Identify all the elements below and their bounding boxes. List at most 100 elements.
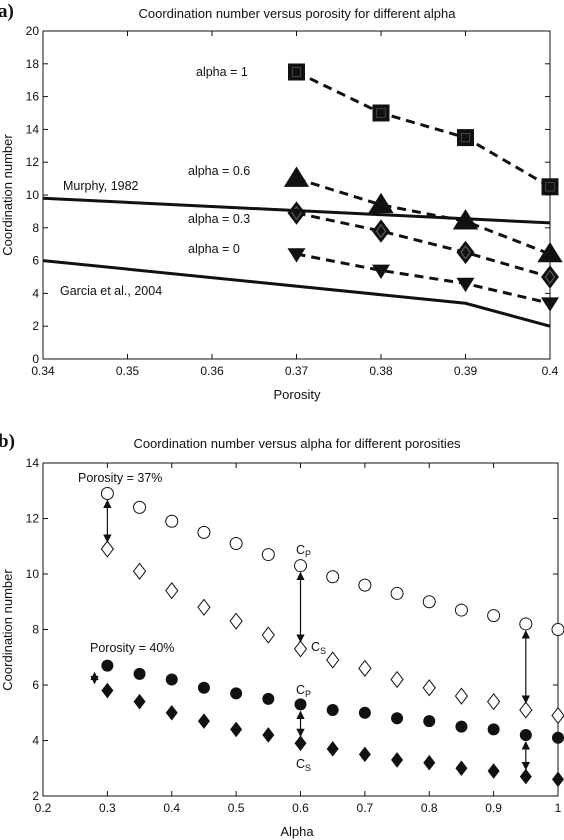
panel-b-label: b) xyxy=(0,431,15,452)
panel-b-ytick-label: 14 xyxy=(26,456,40,470)
point-diamond-filled xyxy=(262,727,275,743)
point-circle-open xyxy=(100,487,114,501)
point-circle-open xyxy=(165,514,179,528)
point-alpha-0 xyxy=(456,277,475,293)
panel-b-ytick-label: 8 xyxy=(32,623,39,637)
panel-a-ytick-label: 10 xyxy=(26,188,40,202)
point-diamond-open xyxy=(261,626,275,644)
point-diamond-open xyxy=(132,562,147,580)
point-circle-open xyxy=(487,609,501,623)
panel-b-xtick-label: 1 xyxy=(555,801,562,815)
point-diamond-open xyxy=(165,582,179,600)
panel-b-xtick-label: 0.2 xyxy=(35,801,52,815)
label-murphy: Murphy, 1982 xyxy=(63,179,139,193)
panel-a-xtick-label: 0.37 xyxy=(285,364,309,378)
panel-a-title: Coordination number versus porosity for … xyxy=(139,6,457,21)
panel-a-xtick-label: 0.4 xyxy=(542,364,559,378)
label-cs-lower: CS xyxy=(296,757,311,773)
point-diamond-filled xyxy=(455,760,468,777)
series-line-murphy-1982 xyxy=(42,196,551,225)
panel-b-ytick-label: 12 xyxy=(26,512,40,526)
panel-a-ytick-label: 0 xyxy=(32,352,39,366)
point-circle-open xyxy=(261,548,275,562)
point-diamond-open xyxy=(229,612,243,630)
panel-a-plot: 0.34 0.35 0.36 0.37 0.38 0.39 0.4 0 2 4 6 8 10 12 14 16… xyxy=(26,24,563,378)
point-alpha-0 xyxy=(372,264,390,279)
point-alpha-1-inner xyxy=(545,182,555,192)
panel-a-ylabel: Coordination number xyxy=(0,134,15,256)
point-diamond-filled xyxy=(487,763,500,779)
point-circle-open xyxy=(294,559,307,573)
panel-a-ytick-label: 20 xyxy=(26,24,40,38)
label-cp-upper: CP xyxy=(296,543,311,559)
point-alpha-0 xyxy=(541,297,559,312)
point-diamond-filled xyxy=(358,746,371,763)
point-alpha-0-3-inner xyxy=(544,269,556,285)
label-porosity-40: Porosity = 40% xyxy=(90,641,174,655)
point-circle-filled xyxy=(262,692,275,705)
point-alpha-0-3 xyxy=(456,240,475,265)
point-circle-filled xyxy=(552,731,564,744)
panel-a-label: a) xyxy=(0,1,14,22)
point-alpha-1-inner xyxy=(291,67,302,77)
panel-b-ylabel: Coordination number xyxy=(0,569,15,691)
point-alpha-0-6 xyxy=(537,241,563,263)
point-circle-filled xyxy=(455,720,468,733)
point-alpha-1-inner xyxy=(460,133,471,143)
point-alpha-1 xyxy=(372,104,390,122)
point-alpha-0-6 xyxy=(283,166,310,187)
panel-b-xtick-label: 0.4 xyxy=(163,801,180,815)
point-circle-open xyxy=(326,570,340,584)
point-circle-open xyxy=(133,500,147,514)
series-line-alpha-0 xyxy=(296,252,551,305)
panel-a-ytick-label: 16 xyxy=(26,90,40,104)
point-circle-filled xyxy=(133,667,146,680)
point-circle-filled xyxy=(391,712,404,725)
point-diamond-filled xyxy=(519,768,532,785)
point-diamond-open xyxy=(326,651,340,669)
panel-a-ytick-label: 18 xyxy=(26,57,40,71)
point-circle-open xyxy=(551,623,564,636)
series-line-alpha-0-3 xyxy=(296,211,551,279)
panel-b-ytick-label: 2 xyxy=(32,789,39,803)
panel-b-xtick-label: 0.8 xyxy=(421,801,438,815)
point-alpha-0-3-inner xyxy=(460,245,471,260)
point-circle-filled xyxy=(230,687,243,700)
label-cp-lower: CP xyxy=(296,683,311,699)
point-circle-filled xyxy=(165,673,178,686)
panel-a-ytick-label: 12 xyxy=(26,155,40,169)
panel-b-xtick-label: 0.7 xyxy=(357,801,374,815)
point-diamond-filled xyxy=(552,771,564,788)
point-circle-open xyxy=(519,617,533,631)
point-diamond-open xyxy=(100,540,115,558)
panel-b-xtick-label: 0.3 xyxy=(99,801,116,815)
panel-b-ytick-label: 10 xyxy=(26,567,40,581)
point-diamond-open xyxy=(358,659,372,677)
series-line-alpha-1 xyxy=(295,70,551,189)
label-alpha-1: alpha = 1 xyxy=(196,65,248,79)
panel-a-xtick-label: 0.35 xyxy=(116,364,140,378)
panel-a-xtick-label: 0.39 xyxy=(454,364,478,378)
point-alpha-0-6 xyxy=(368,192,394,214)
panel-a-ytick-label: 14 xyxy=(26,122,40,136)
point-circle-open xyxy=(229,536,243,550)
point-diamond-filled xyxy=(230,721,243,738)
point-circle-filled xyxy=(519,728,532,741)
point-diamond-open xyxy=(551,706,564,725)
label-porosity-37: Porosity = 37% xyxy=(78,471,162,485)
point-diamond-filled xyxy=(326,741,339,757)
point-circle-filled xyxy=(487,723,500,736)
point-diamond-open xyxy=(422,679,436,697)
label-garcia: Garcia et al., 2004 xyxy=(60,284,162,298)
panel-b-ytick-label: 4 xyxy=(32,734,39,748)
point-alpha-0 xyxy=(287,248,306,263)
panel-b-xlabel: Alpha xyxy=(280,824,314,839)
point-diamond-open xyxy=(293,640,308,658)
panel-a-ytick-label: 2 xyxy=(32,319,39,333)
panel-b-ytick-label: 6 xyxy=(32,678,39,692)
point-diamond-open xyxy=(390,670,404,689)
point-diamond-open xyxy=(197,598,211,616)
point-circle-filled xyxy=(101,659,114,672)
